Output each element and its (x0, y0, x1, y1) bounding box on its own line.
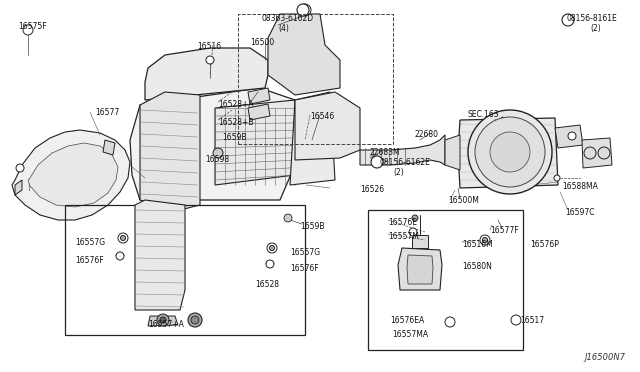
Text: 16576P: 16576P (530, 240, 559, 249)
Circle shape (562, 14, 574, 26)
Circle shape (267, 243, 277, 253)
Text: (2): (2) (393, 168, 404, 177)
Text: J16500N7: J16500N7 (584, 353, 625, 362)
Circle shape (118, 233, 128, 243)
Polygon shape (555, 125, 583, 148)
Circle shape (445, 317, 455, 327)
Text: (4): (4) (278, 24, 289, 33)
Text: 16557MA: 16557MA (392, 330, 428, 339)
Text: 22680: 22680 (415, 130, 439, 139)
Text: 16516: 16516 (197, 42, 221, 51)
Polygon shape (445, 135, 460, 170)
Text: 16597C: 16597C (565, 208, 595, 217)
Polygon shape (248, 104, 270, 120)
Text: 16526: 16526 (360, 185, 384, 194)
Text: 16517: 16517 (520, 316, 544, 325)
Text: 16557M: 16557M (388, 232, 419, 241)
Circle shape (568, 132, 576, 140)
Text: 16500M: 16500M (448, 196, 479, 205)
Text: 08156-6162E: 08156-6162E (380, 158, 431, 167)
Text: 16576E: 16576E (388, 218, 417, 227)
Polygon shape (398, 248, 442, 290)
Circle shape (266, 260, 274, 268)
Polygon shape (295, 92, 360, 160)
Polygon shape (140, 92, 200, 210)
Circle shape (191, 316, 199, 324)
Circle shape (584, 147, 596, 159)
Circle shape (554, 175, 560, 181)
Text: 16575F: 16575F (18, 22, 47, 31)
Text: 16557G: 16557G (75, 238, 105, 247)
Polygon shape (12, 130, 130, 220)
Polygon shape (582, 138, 612, 168)
Bar (238, 14, 393, 144)
Text: 16577F: 16577F (490, 226, 518, 235)
Circle shape (297, 4, 309, 16)
Text: 16576F: 16576F (290, 264, 319, 273)
Circle shape (23, 25, 33, 35)
Polygon shape (103, 140, 115, 155)
Text: 08156-8161E: 08156-8161E (567, 14, 618, 23)
Polygon shape (412, 235, 428, 248)
Text: 16528+A: 16528+A (218, 100, 253, 109)
Text: 08363-6162D: 08363-6162D (262, 14, 314, 23)
Text: SEC.163: SEC.163 (468, 110, 500, 119)
Circle shape (160, 317, 166, 323)
Text: 16528: 16528 (255, 280, 279, 289)
Circle shape (409, 228, 417, 236)
Text: 1659B: 1659B (222, 133, 246, 142)
Circle shape (511, 315, 521, 325)
Polygon shape (148, 316, 178, 326)
Circle shape (16, 164, 24, 172)
Text: 1659B: 1659B (300, 222, 324, 231)
Bar (368, 210, 523, 350)
Circle shape (284, 214, 292, 222)
Circle shape (269, 246, 275, 250)
Polygon shape (215, 100, 295, 185)
Bar (65, 205, 305, 335)
Text: (2): (2) (590, 24, 601, 33)
Circle shape (480, 235, 490, 245)
Text: 16577: 16577 (95, 108, 119, 117)
Circle shape (475, 117, 545, 187)
Circle shape (116, 252, 124, 260)
Polygon shape (248, 88, 270, 104)
Polygon shape (130, 88, 295, 200)
Polygon shape (28, 143, 118, 207)
Circle shape (490, 132, 530, 172)
Text: 16516M: 16516M (462, 240, 493, 249)
Text: 16546: 16546 (310, 112, 334, 121)
Circle shape (213, 148, 223, 158)
Circle shape (468, 110, 552, 194)
Circle shape (412, 215, 418, 221)
Text: 16528+B: 16528+B (218, 118, 253, 127)
Circle shape (598, 147, 610, 159)
Circle shape (206, 56, 214, 64)
Circle shape (483, 237, 488, 243)
Polygon shape (15, 180, 22, 195)
Polygon shape (458, 118, 558, 188)
Circle shape (120, 235, 125, 241)
Text: 16580N: 16580N (462, 262, 492, 271)
Polygon shape (360, 135, 445, 165)
Text: 16557+A: 16557+A (148, 320, 184, 329)
Circle shape (299, 4, 311, 16)
Polygon shape (145, 48, 268, 100)
Text: 16588MA: 16588MA (562, 182, 598, 191)
Polygon shape (407, 255, 433, 284)
Text: 16576EA: 16576EA (390, 316, 424, 325)
Text: 22683M: 22683M (370, 148, 401, 157)
Circle shape (371, 156, 383, 168)
Circle shape (188, 313, 202, 327)
Polygon shape (268, 14, 340, 95)
Polygon shape (290, 92, 335, 185)
Circle shape (157, 314, 169, 326)
Text: 16576F: 16576F (75, 256, 104, 265)
Text: 16500: 16500 (250, 38, 275, 47)
Text: 16557G: 16557G (290, 248, 320, 257)
Text: 16598: 16598 (205, 155, 229, 164)
Polygon shape (135, 200, 185, 310)
